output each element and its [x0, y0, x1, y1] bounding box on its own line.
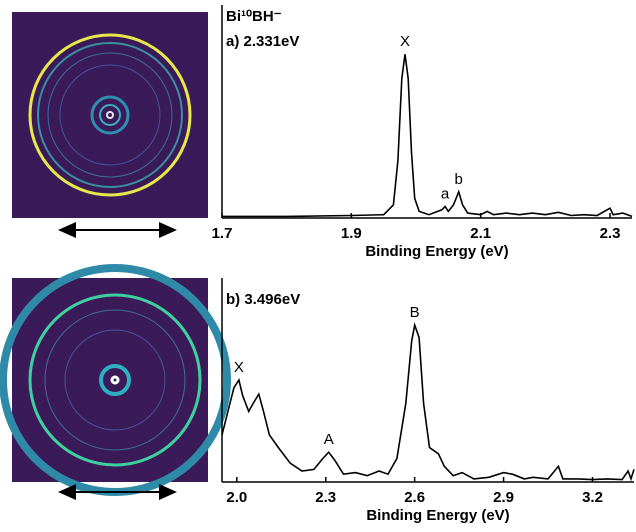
- x-tick-label: 1.9: [341, 225, 362, 242]
- chart-title: Bi¹⁰BH⁻: [226, 8, 282, 25]
- chart-subtitle: b) 3.496eV: [226, 291, 300, 308]
- plots: Bi¹⁰BH⁻ a) 2.331eV 1.7 1.9 2.1 2.3 Binding Ene…: [212, 5, 635, 524]
- x-tick-label: 2.3: [315, 489, 336, 506]
- peak-label: X: [234, 359, 244, 376]
- image-a: [12, 12, 208, 218]
- x-tick-label: 2.3: [600, 225, 621, 242]
- x-tick-label: 3.2: [582, 489, 603, 506]
- x-tick-label: 2.6: [404, 489, 425, 506]
- image-b: [0, 264, 231, 496]
- peak-label: X: [400, 33, 410, 50]
- chart-subtitle: a) 2.331eV: [226, 33, 299, 50]
- spectrum-line: [221, 322, 635, 482]
- x-tick-label: 2.0: [226, 489, 247, 506]
- x-tick-label: 2.1: [470, 225, 491, 242]
- x-tick-label: 1.7: [212, 225, 233, 242]
- peak-label: b: [455, 171, 463, 188]
- x-axis-label: Binding Energy (eV): [366, 507, 509, 524]
- peak-label: B: [410, 304, 420, 321]
- spectrum-line: [222, 54, 633, 218]
- peak-label: a: [441, 185, 450, 202]
- peak-label: A: [324, 431, 334, 448]
- x-axis-label: Binding Energy (eV): [365, 243, 508, 260]
- x-tick-label: 2.9: [493, 489, 514, 506]
